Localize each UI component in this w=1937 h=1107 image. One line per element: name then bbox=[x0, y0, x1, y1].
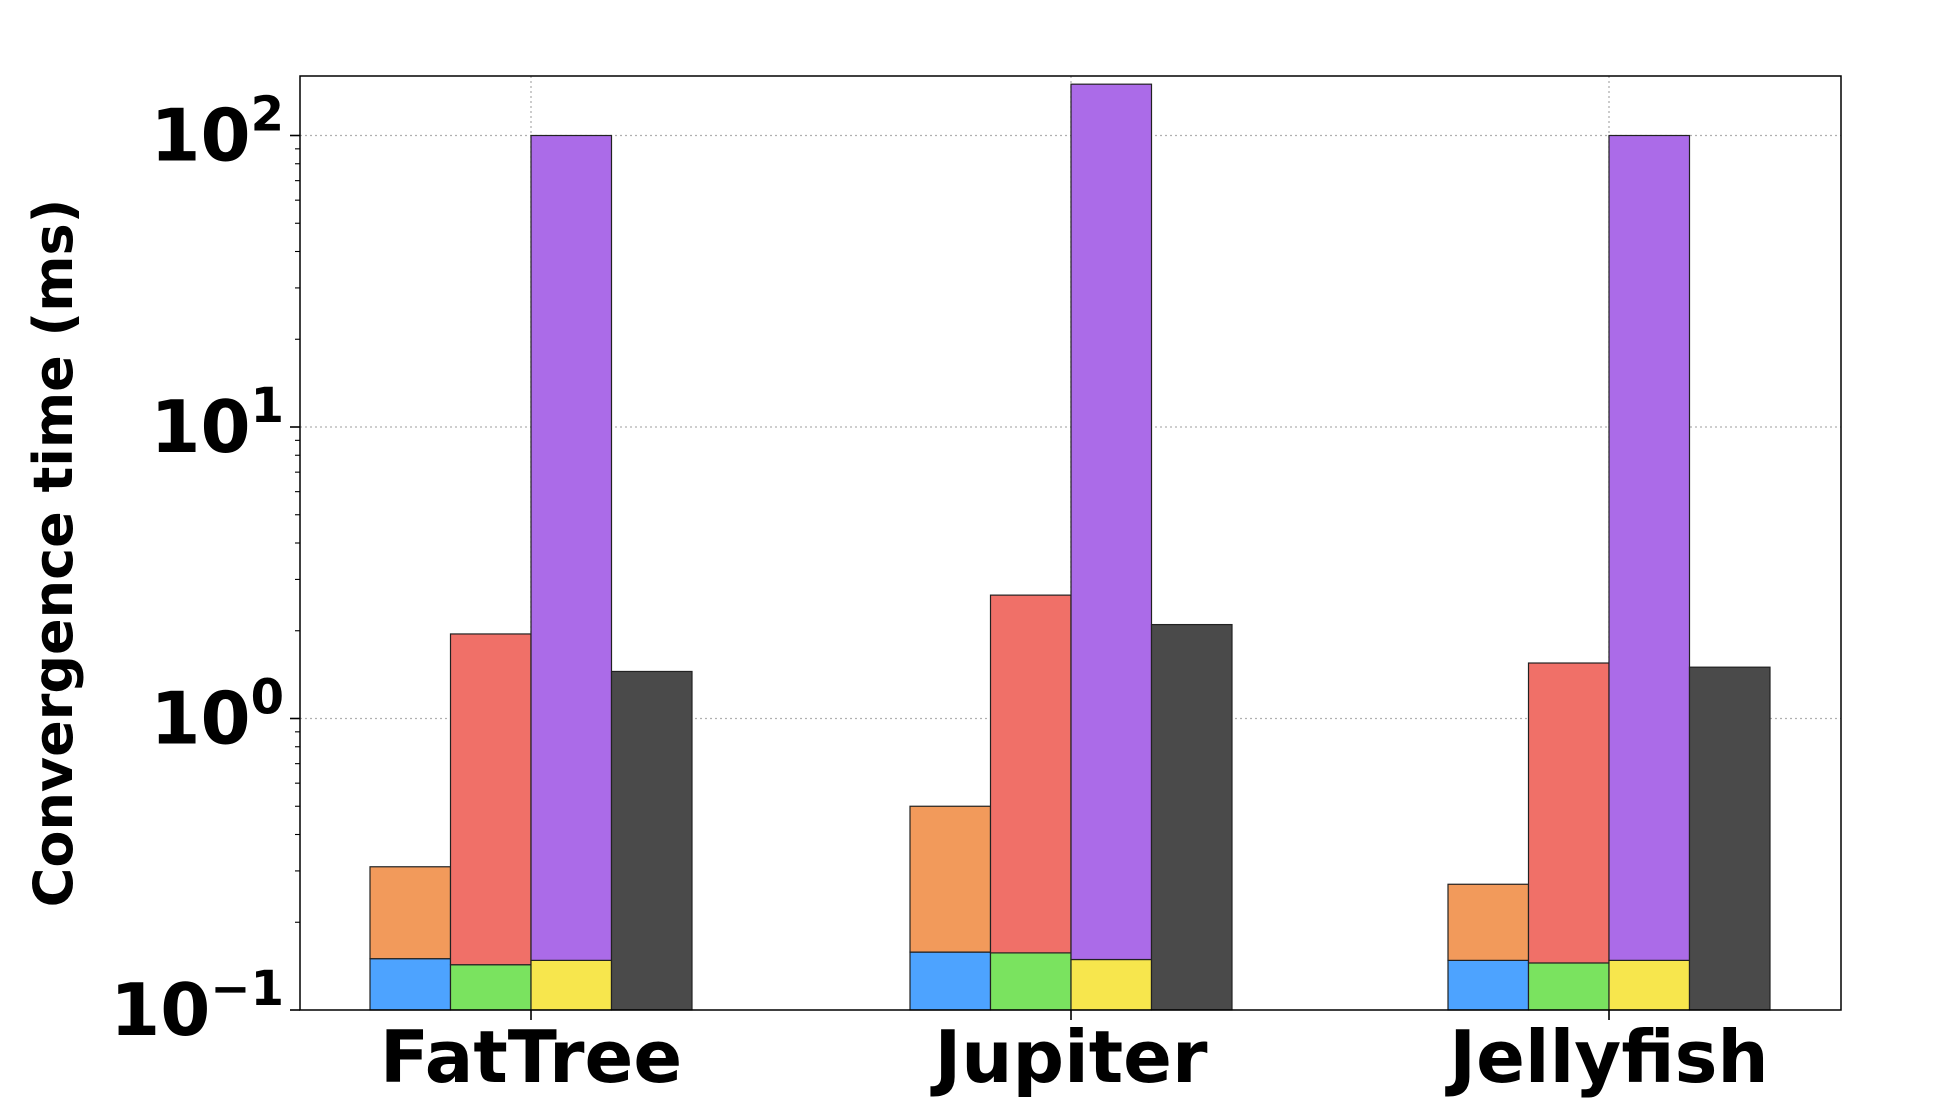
bar-segment-yellow bbox=[1608, 959, 1691, 1011]
bar-segment-yellow bbox=[1070, 958, 1153, 1011]
bar-segment-orange bbox=[909, 805, 992, 953]
x-tick-label: Jellyfish bbox=[1444, 1015, 1768, 1099]
x-tick-labels: FatTree Jupiter Jellyfish bbox=[380, 1015, 1769, 1099]
bar-segment-green bbox=[449, 964, 532, 1011]
bar-segment-red bbox=[989, 594, 1072, 954]
bar-segment-blue bbox=[909, 951, 992, 1011]
bar-segment-dark bbox=[610, 670, 693, 1011]
y-tick-label: 100 bbox=[150, 670, 284, 761]
bar-segment-green bbox=[989, 952, 1072, 1011]
bar-segment-blue bbox=[369, 958, 452, 1011]
bar-segment-purple bbox=[1608, 134, 1691, 961]
x-tick-label: Jupiter bbox=[929, 1015, 1208, 1099]
y-axis-label: Convergence time (ms) bbox=[22, 199, 85, 908]
bar-segment-red bbox=[1527, 662, 1610, 964]
bar-segment-orange bbox=[369, 866, 452, 960]
bar-segment-purple bbox=[1070, 83, 1153, 961]
bar-segment-dark bbox=[1150, 623, 1233, 1011]
bar-segment-blue bbox=[1447, 959, 1530, 1011]
bar-segment-red bbox=[449, 633, 532, 966]
y-tick-label: 102 bbox=[150, 87, 284, 178]
bar-segment-yellow bbox=[530, 959, 613, 1011]
y-tick-label: 10−1 bbox=[110, 961, 284, 1052]
bar-segment-orange bbox=[1447, 883, 1530, 961]
minor-ticks bbox=[290, 134, 1610, 1020]
y-tick-label: 101 bbox=[150, 378, 284, 469]
y-tick-labels: 10−1 100 101 102 bbox=[110, 87, 284, 1052]
x-tick-label: FatTree bbox=[380, 1015, 682, 1099]
bar-segment-green bbox=[1527, 962, 1610, 1011]
bar-segment-dark bbox=[1688, 666, 1771, 1011]
bars bbox=[369, 83, 1771, 1011]
bar-segment-purple bbox=[530, 134, 613, 961]
